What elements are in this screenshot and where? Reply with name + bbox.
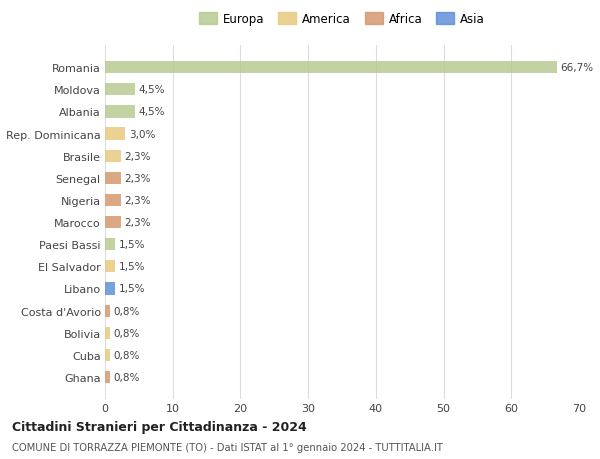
Bar <box>105 305 110 317</box>
Text: 1,5%: 1,5% <box>119 262 145 272</box>
Text: 4,5%: 4,5% <box>139 107 166 117</box>
Bar <box>105 371 110 383</box>
Text: 2,3%: 2,3% <box>124 218 151 228</box>
Text: 0,8%: 0,8% <box>114 306 140 316</box>
Text: 2,3%: 2,3% <box>124 174 151 184</box>
Text: 4,5%: 4,5% <box>139 85 166 95</box>
Text: 2,3%: 2,3% <box>124 151 151 162</box>
Bar <box>105 217 121 229</box>
Text: 1,5%: 1,5% <box>119 284 145 294</box>
Text: 0,8%: 0,8% <box>114 328 140 338</box>
Bar <box>105 261 115 273</box>
Text: COMUNE DI TORRAZZA PIEMONTE (TO) - Dati ISTAT al 1° gennaio 2024 - TUTTITALIA.IT: COMUNE DI TORRAZZA PIEMONTE (TO) - Dati … <box>12 442 443 452</box>
Bar <box>105 150 121 162</box>
Legend: Europa, America, Africa, Asia: Europa, America, Africa, Asia <box>194 8 490 31</box>
Bar <box>105 84 136 96</box>
Bar <box>105 173 121 185</box>
Text: 0,8%: 0,8% <box>114 350 140 360</box>
Bar <box>105 239 115 251</box>
Text: 2,3%: 2,3% <box>124 196 151 206</box>
Text: 66,7%: 66,7% <box>560 63 593 73</box>
Text: 3,0%: 3,0% <box>128 129 155 139</box>
Bar <box>105 349 110 361</box>
Bar <box>105 283 115 295</box>
Text: 0,8%: 0,8% <box>114 372 140 382</box>
Bar <box>105 195 121 207</box>
Bar <box>105 62 557 74</box>
Bar <box>105 128 125 140</box>
Text: Cittadini Stranieri per Cittadinanza - 2024: Cittadini Stranieri per Cittadinanza - 2… <box>12 420 307 433</box>
Bar <box>105 327 110 339</box>
Text: 1,5%: 1,5% <box>119 240 145 250</box>
Bar <box>105 106 136 118</box>
